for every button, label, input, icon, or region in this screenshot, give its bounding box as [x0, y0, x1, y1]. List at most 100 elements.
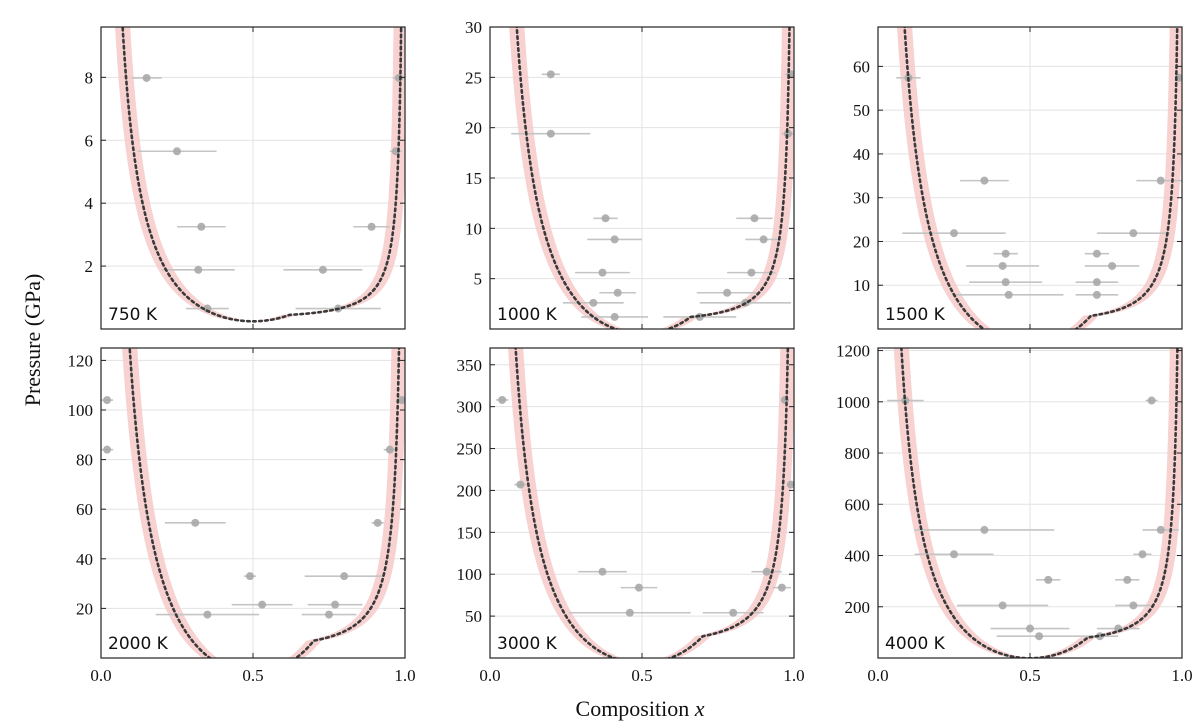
x-tick-label: 0.5: [1019, 666, 1040, 685]
y-tick-label: 40: [853, 145, 870, 164]
data-point: [759, 235, 768, 244]
y-tick-label: 100: [68, 401, 94, 420]
y-tick-label: 100: [457, 565, 483, 584]
x-tick-label: 0.5: [242, 666, 263, 685]
data-point: [1001, 249, 1010, 258]
plot-area: [896, 27, 1182, 329]
y-tick-label: 150: [457, 523, 483, 542]
temperature-label: 4000 K: [885, 634, 946, 654]
data-point: [950, 229, 958, 238]
y-tick-label: 2: [85, 257, 94, 276]
data-point: [546, 70, 555, 79]
data-point: [516, 480, 525, 489]
data-point: [197, 222, 206, 231]
data-point: [245, 572, 254, 581]
x-tick-label: 0.0: [90, 666, 111, 685]
model-curve: [903, 27, 1179, 329]
data-point: [950, 550, 958, 559]
data-point: [385, 445, 394, 454]
y-tick-label: 20: [76, 599, 93, 618]
data-point: [1001, 278, 1010, 287]
y-tick-label: 300: [457, 398, 483, 417]
data-point: [601, 214, 610, 223]
data-point: [173, 147, 181, 156]
data-point: [367, 222, 376, 231]
y-tick-label: 60: [76, 500, 93, 519]
data-point: [1147, 396, 1156, 405]
y-tick-label: 20: [465, 119, 482, 138]
y-tick-label: 120: [68, 351, 94, 370]
model-curve: [514, 348, 790, 658]
data-point: [103, 445, 112, 454]
temperature-label: 1500 K: [885, 305, 946, 325]
y-tick-label: 80: [76, 451, 93, 470]
x-tick-label: 1.0: [1171, 666, 1192, 685]
y-tick-label: 30: [465, 18, 482, 37]
data-point: [613, 288, 622, 297]
data-point: [325, 610, 333, 619]
y-tick-label: 600: [845, 495, 871, 514]
y-tick-label: 200: [457, 481, 483, 500]
data-point: [729, 608, 738, 617]
y-axis-title: Pressure (GPa): [20, 274, 45, 407]
data-point: [589, 298, 598, 307]
data-point: [103, 396, 112, 405]
data-point: [331, 600, 340, 609]
x-tick-label: 0.0: [479, 666, 500, 685]
data-point: [1129, 601, 1138, 610]
temperature-label: 2000 K: [108, 634, 169, 654]
x-tick-label: 0.5: [631, 666, 652, 685]
plot-area: [509, 27, 794, 329]
data-point: [1108, 261, 1117, 270]
data-point: [786, 480, 794, 489]
y-tick-label: 200: [845, 598, 871, 617]
data-point: [1035, 632, 1044, 641]
y-tick-label: 6: [85, 131, 94, 150]
y-tick-label: 60: [853, 57, 870, 76]
panel-4: 20 40 60 80 100 120 0.0 0.5 1.0 2000 K: [68, 347, 416, 685]
panel-1: 2 4 6 8 750 K: [85, 26, 406, 330]
y-tick-label: 40: [76, 550, 93, 569]
data-point: [142, 73, 151, 82]
y-tick-label: 30: [853, 189, 870, 208]
data-point: [598, 268, 607, 277]
y-tick-label: 800: [845, 444, 871, 463]
panel-6: 200 400 600 800 1000 1200 0.0 0.5 1.0 4000 K: [836, 342, 1193, 685]
y-tick-label: 15: [465, 169, 482, 188]
data-point: [762, 567, 771, 576]
data-point: [625, 608, 634, 617]
data-point: [598, 567, 607, 576]
temperature-label: 750 K: [108, 305, 158, 325]
panel-3: 10 20 30 40 50 60 1500 K: [853, 26, 1183, 330]
data-point: [610, 312, 619, 321]
data-point: [194, 265, 203, 274]
data-point: [998, 261, 1007, 270]
data-point: [394, 73, 403, 82]
data-point: [1156, 176, 1165, 185]
data-point: [747, 268, 756, 277]
data-point: [546, 129, 555, 138]
data-point: [1044, 575, 1053, 584]
data-point: [498, 395, 507, 404]
x-axis-title-variable: x: [694, 696, 705, 721]
model-curve: [121, 27, 403, 323]
plot-area: [496, 348, 794, 658]
temperature-label: 1000 K: [497, 305, 558, 325]
y-tick-label: 25: [465, 68, 482, 87]
data-point: [1092, 290, 1101, 299]
y-tick-label: 1000: [836, 393, 870, 412]
data-point: [1123, 575, 1132, 584]
model-curve: [128, 348, 401, 658]
data-point: [1004, 290, 1013, 299]
y-tick-label: 10: [465, 219, 482, 238]
temperature-label: 3000 K: [497, 634, 558, 654]
data-point: [723, 288, 732, 297]
data-point: [998, 601, 1007, 610]
y-tick-label: 50: [853, 101, 870, 120]
data-point: [258, 600, 267, 609]
data-point: [373, 518, 382, 527]
plot-area: [101, 348, 405, 658]
data-point: [1026, 624, 1034, 633]
y-tick-label: 5: [474, 270, 483, 289]
data-point: [634, 583, 643, 592]
